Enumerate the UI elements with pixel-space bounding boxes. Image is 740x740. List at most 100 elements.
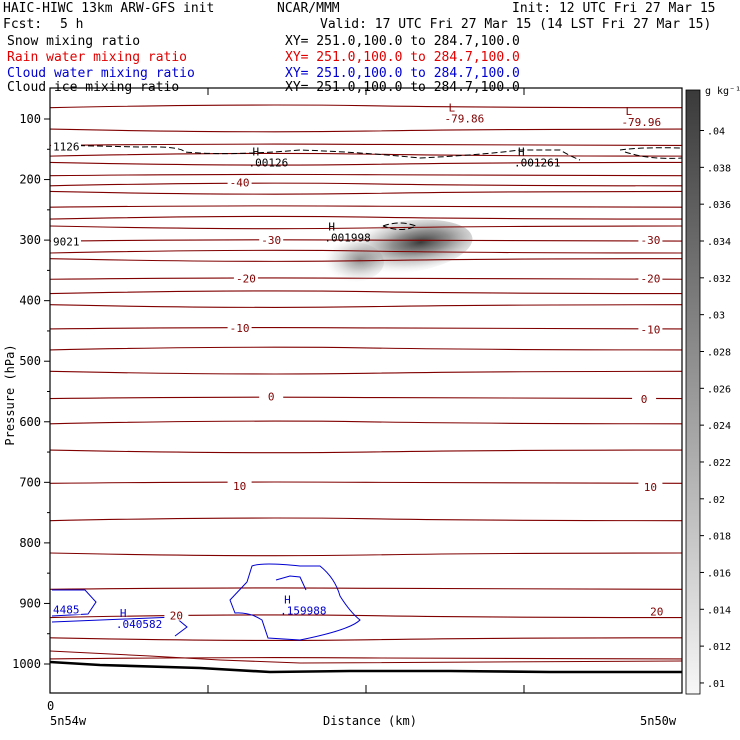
isotherm-line (49, 552, 683, 557)
temperature-label: -40 (230, 177, 250, 190)
colorbar-ticks: .04 .038 .036 .034 .032 .03 .028 .026 .024 .022 .0… (700, 127, 731, 690)
x-axis-left-label: 5n54w (50, 714, 87, 728)
colorbar-tick-label: .038 (707, 163, 731, 174)
temperature-label: -20 (236, 272, 256, 285)
isotherm-line (49, 190, 683, 195)
temperature-contours (49, 104, 683, 660)
terrain-line (49, 660, 682, 674)
contour-label-bg (259, 233, 284, 246)
field-cloudwater-name: Cloud water mixing ratio (7, 66, 195, 81)
isotherm-line (49, 370, 683, 375)
extremum-type: L (448, 102, 455, 115)
extremum-value: .00126 (249, 156, 289, 169)
edge-label-bg (51, 602, 81, 615)
y-tick-label-800: 800 (19, 536, 41, 550)
y-axis: 100 200 300 400 500 600 700 800 900 1000 (12, 112, 50, 671)
colorbar-tick-label: .012 (707, 642, 731, 653)
temperature-label: 0 (268, 390, 275, 403)
extremum-type: L (625, 105, 632, 118)
field-rain-name: Rain water mixing ratio (7, 50, 188, 65)
isotherm-line (49, 225, 683, 230)
colorbar-tick-label: .036 (707, 200, 731, 211)
y-tick-label-700: 700 (19, 475, 41, 489)
isotherm-line (49, 249, 683, 254)
extremum-type: H (518, 145, 525, 158)
y-axis-title: Pressure (hPa) (3, 344, 17, 445)
x-axis-ticks (49, 88, 683, 693)
isotherm-line (49, 239, 683, 242)
temperature-label: -30 (261, 234, 281, 247)
snow-tail (320, 242, 384, 282)
contour-label-bg (632, 391, 657, 404)
isotherm-line (49, 449, 683, 454)
isotherm-line (49, 346, 683, 351)
extremum-type: H (120, 607, 127, 620)
extremum-value: .159988 (280, 604, 326, 617)
field-cloudwater-xy: XY= 251.0,100.0 to 284.7,100.0 (285, 66, 520, 81)
y-tick-label-100: 100 (19, 112, 41, 126)
contour-label-bg (227, 320, 252, 333)
cloud-ice-contours (51, 144, 683, 230)
init-time: Init: 12 UTC Fri 27 Mar 15 (512, 1, 716, 16)
cloud-water-contour-left (51, 589, 97, 617)
contour-label-bg (227, 175, 252, 188)
contour-label-bg (227, 478, 252, 491)
colorbar-tick-label: .018 (707, 532, 731, 543)
contour-label-bg (259, 389, 284, 402)
isotherm-line (49, 290, 683, 295)
extremum-value: -79.96 (621, 116, 661, 129)
colorbar-tick-label: .022 (707, 458, 731, 469)
field-snow-xy: XY= 251.0,100.0 to 284.7,100.0 (285, 34, 520, 49)
contour-label-bg (638, 322, 663, 335)
isotherm-line (49, 182, 683, 187)
isotherm-line (49, 481, 683, 484)
extremum-type: H (253, 145, 260, 158)
temperature-label: 10 (644, 481, 657, 494)
colorbar-tick-label: .014 (707, 605, 731, 616)
isotherm-line (49, 614, 683, 619)
cloud-water-contour-inner (275, 575, 307, 591)
isotherm-line (49, 173, 683, 177)
title-left: HAIC-HIWC 13km ARW-GFS init (3, 1, 215, 16)
isotherm-line (49, 215, 683, 220)
y-tick-label-900: 900 (19, 596, 41, 610)
field-snow-name: Snow mixing ratio (7, 34, 141, 49)
snow-shading (320, 219, 473, 282)
temperature-label: 10 (233, 480, 246, 493)
colorbar-tick-label: .026 (707, 384, 731, 395)
colorbar-tick-label: .032 (707, 274, 731, 285)
x-axis-title: Distance (km) (323, 714, 417, 728)
cloud-water-contours (51, 563, 361, 641)
colorbar-tick-label: .02 (707, 495, 725, 506)
colorbar-tick-label: .034 (707, 237, 731, 248)
plot-frame (49, 87, 683, 694)
isotherm-line (49, 304, 683, 308)
isotherm-line (49, 327, 683, 330)
x-axis-right-label: 5n50w (640, 714, 677, 728)
contour-label-bg (638, 480, 663, 493)
isotherm-line (49, 152, 683, 157)
colorbar-tick-label: .024 (707, 421, 731, 432)
colorbar-tick-label: .03 (707, 311, 725, 322)
colorbar-tick-label: .028 (707, 347, 731, 358)
edge-label: 4485 (53, 604, 80, 617)
temperature-label: -30 (640, 234, 660, 247)
isotherm-line (49, 587, 683, 590)
isotherm-line (49, 205, 683, 208)
extremum-value: .001998 (324, 231, 370, 244)
edge-label: 1126 (53, 140, 80, 153)
isotherm-line (49, 637, 683, 641)
extremum-value: -79.86 (444, 113, 484, 126)
contour-label-bg (638, 233, 663, 246)
colorbar-ramp (685, 89, 701, 695)
isotherm-line (49, 517, 683, 522)
contour-label-bg (164, 608, 189, 621)
isotherm-line (49, 161, 683, 166)
field-rain-xy: XY= 251.0,100.0 to 284.7,100.0 (285, 50, 520, 65)
y-tick-label-200: 200 (19, 173, 41, 187)
colorbar-unit: g kg⁻¹ (705, 86, 740, 97)
temperature-label: -10 (640, 324, 660, 337)
colorbar-tick-label: .01 (707, 679, 725, 690)
temperature-label: 0 (641, 393, 648, 406)
